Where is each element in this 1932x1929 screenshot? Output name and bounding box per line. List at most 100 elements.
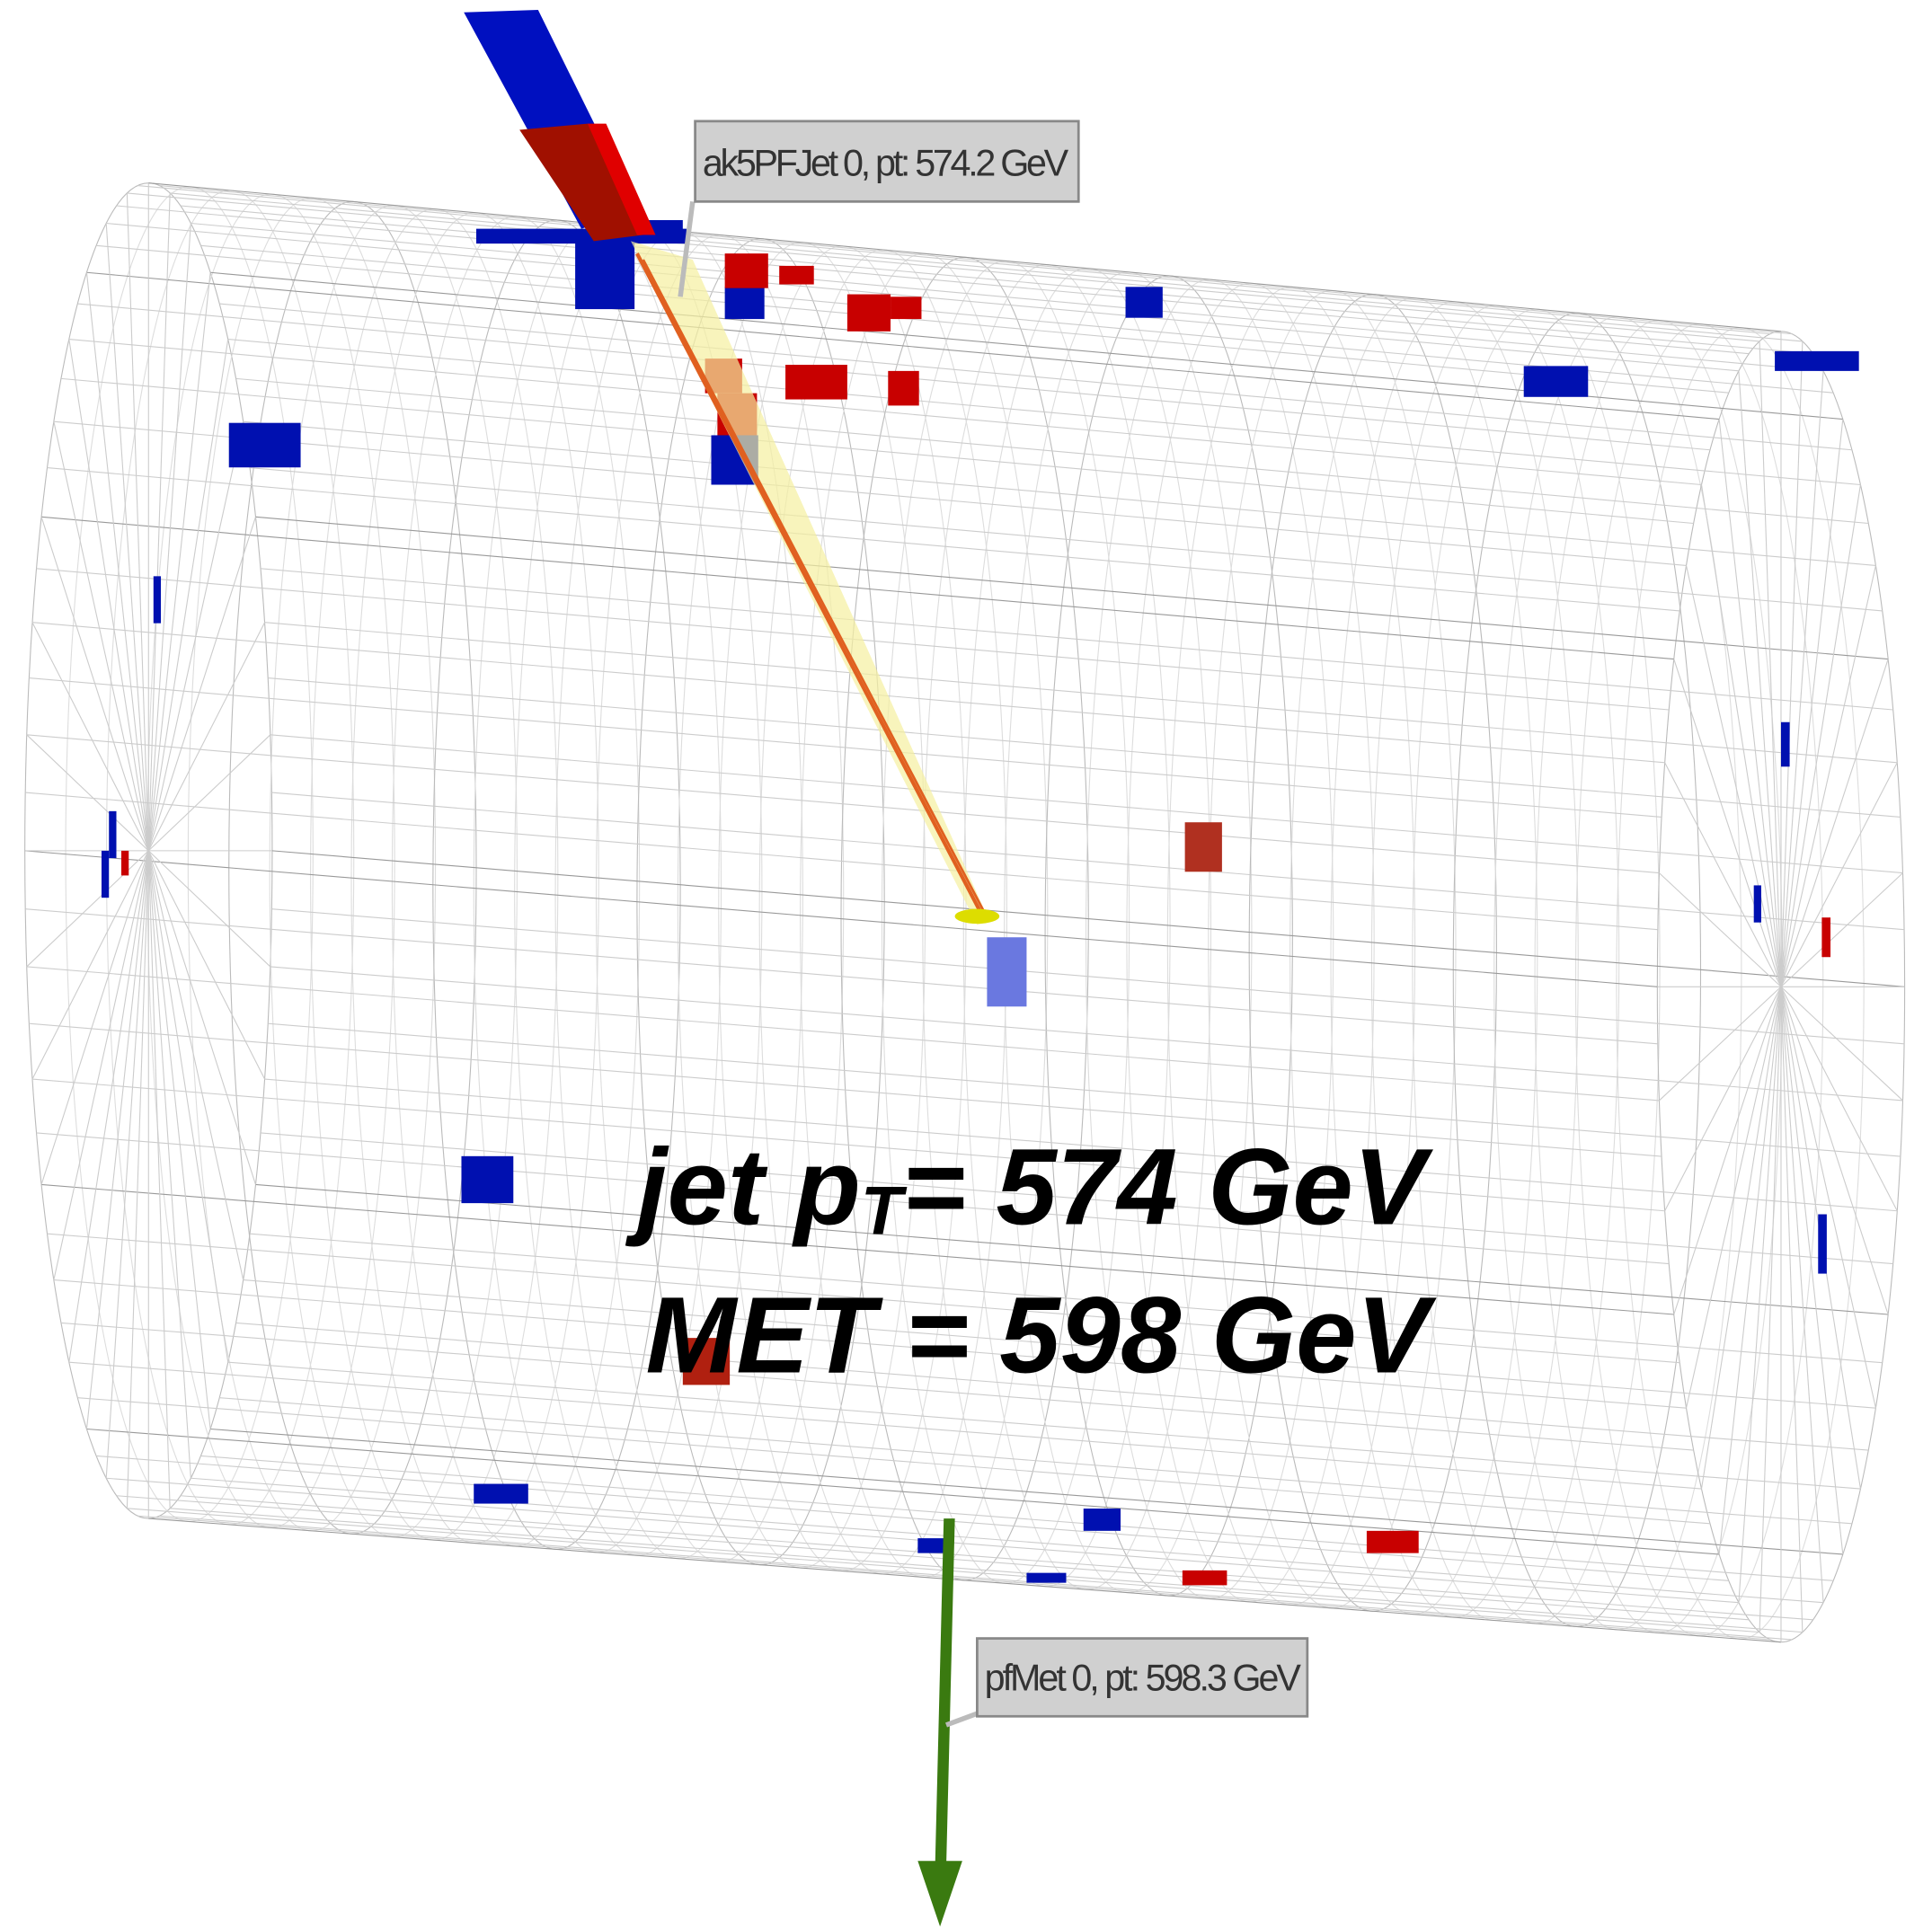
stave bbox=[170, 193, 1803, 341]
stave bbox=[210, 272, 1843, 419]
tower bbox=[154, 576, 161, 623]
stave bbox=[48, 468, 1680, 611]
tower bbox=[1185, 822, 1222, 872]
stave bbox=[77, 1398, 1710, 1524]
stave bbox=[181, 206, 1813, 354]
stave bbox=[236, 378, 1869, 523]
tower bbox=[1183, 1571, 1227, 1586]
tower bbox=[1026, 1573, 1066, 1583]
stave bbox=[86, 1429, 1719, 1554]
tower bbox=[102, 851, 109, 898]
ring bbox=[311, 209, 558, 1541]
met-arrow bbox=[935, 1518, 955, 1867]
stave bbox=[96, 245, 1729, 393]
ring bbox=[1127, 283, 1374, 1602]
ring bbox=[1249, 295, 1496, 1612]
met-arrowhead bbox=[917, 1861, 962, 1926]
tower bbox=[1367, 1531, 1419, 1553]
tower bbox=[461, 1156, 513, 1203]
tower bbox=[474, 1484, 528, 1504]
tower bbox=[1524, 366, 1589, 396]
stave bbox=[210, 1429, 1843, 1554]
tower bbox=[847, 295, 891, 332]
ring bbox=[1209, 290, 1456, 1607]
jet-suffix: = 574 GeV bbox=[902, 1126, 1434, 1248]
stave bbox=[170, 1509, 1803, 1633]
tower bbox=[1754, 885, 1761, 922]
tower bbox=[725, 253, 768, 288]
ring bbox=[392, 217, 639, 1546]
ring bbox=[147, 194, 394, 1527]
stave bbox=[261, 569, 1893, 710]
spoke bbox=[1781, 484, 1860, 987]
ring bbox=[1453, 313, 1700, 1626]
stave bbox=[255, 517, 1888, 659]
stave bbox=[159, 1516, 1792, 1640]
stave bbox=[117, 1496, 1750, 1620]
ring bbox=[1371, 305, 1618, 1621]
ring bbox=[229, 201, 476, 1534]
stave bbox=[159, 186, 1792, 334]
tower bbox=[1126, 287, 1163, 317]
stave bbox=[268, 678, 1901, 818]
spoke bbox=[69, 851, 148, 1362]
tower bbox=[575, 237, 634, 309]
ring bbox=[1167, 287, 1414, 1605]
ring bbox=[1413, 309, 1660, 1624]
tower bbox=[987, 937, 1026, 1006]
tower bbox=[725, 287, 765, 319]
stave bbox=[106, 224, 1739, 371]
tower bbox=[121, 851, 129, 876]
ring bbox=[1086, 279, 1333, 1598]
stave bbox=[127, 193, 1759, 341]
jet-prefix: jet p bbox=[625, 1126, 861, 1248]
ring bbox=[1331, 302, 1578, 1617]
tower bbox=[891, 296, 921, 319]
tower bbox=[229, 423, 301, 468]
label-leader bbox=[946, 1712, 979, 1725]
tower bbox=[1775, 351, 1859, 371]
stave bbox=[137, 186, 1770, 334]
stave bbox=[181, 1496, 1813, 1620]
stave bbox=[265, 623, 1898, 763]
spoke bbox=[148, 851, 255, 1185]
track bbox=[637, 253, 983, 917]
event-display: ak5PFJet 0, pt: 574.2 GeV pfMet 0, pt: 5… bbox=[0, 0, 1932, 1929]
spoke bbox=[1781, 987, 1888, 1314]
tower bbox=[1821, 917, 1830, 957]
spoke bbox=[41, 851, 148, 1185]
met-annotation: MET = 598 GeV bbox=[646, 1274, 1438, 1396]
stave bbox=[219, 304, 1852, 450]
ring bbox=[433, 220, 680, 1550]
ring bbox=[270, 205, 517, 1536]
stave bbox=[191, 224, 1823, 371]
ring bbox=[351, 213, 598, 1544]
spoke bbox=[1674, 987, 1781, 1314]
tower bbox=[1781, 722, 1790, 767]
jet-annotation: jet pT= 574 GeV bbox=[625, 1126, 1434, 1250]
jet-subscript: T bbox=[861, 1173, 908, 1250]
spoke bbox=[69, 340, 148, 851]
tower bbox=[888, 371, 918, 406]
jet-label: ak5PFJet 0, pt: 574.2 GeV bbox=[703, 142, 1069, 183]
tower bbox=[109, 811, 116, 858]
spoke bbox=[148, 517, 255, 851]
ring bbox=[1494, 316, 1741, 1630]
ring bbox=[1535, 320, 1782, 1633]
stave bbox=[250, 468, 1883, 611]
ring bbox=[1576, 324, 1823, 1636]
stave bbox=[96, 1456, 1729, 1580]
ring bbox=[1045, 276, 1292, 1596]
tower bbox=[785, 365, 847, 400]
ring bbox=[106, 190, 353, 1525]
vertex bbox=[955, 909, 1000, 925]
tower bbox=[779, 266, 814, 285]
spoke bbox=[41, 517, 148, 851]
spoke bbox=[1674, 659, 1781, 987]
ring bbox=[1617, 328, 1864, 1640]
page: ak5PFJet 0, pt: 574.2 GeV pfMet 0, pt: 5… bbox=[0, 0, 1932, 1929]
stave bbox=[148, 183, 1781, 332]
stave bbox=[117, 206, 1750, 354]
ring bbox=[1290, 298, 1538, 1615]
spoke bbox=[1702, 987, 1781, 1489]
